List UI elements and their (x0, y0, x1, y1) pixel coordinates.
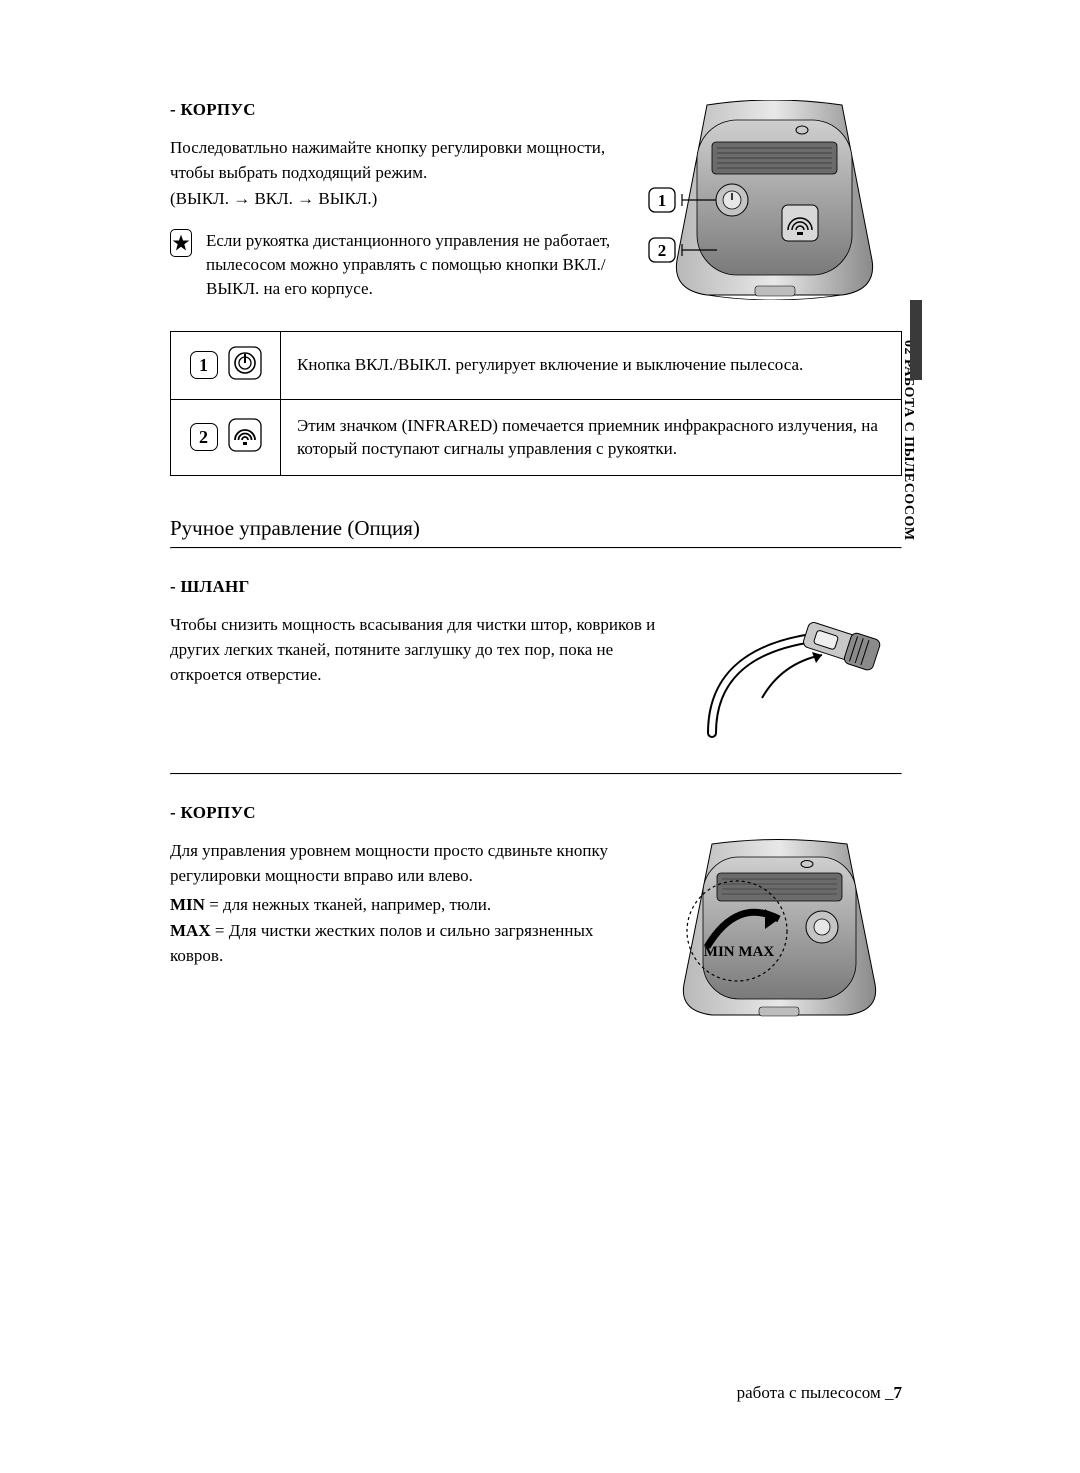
corpus2-heading: - КОРПУС (170, 803, 902, 823)
corpus-para: Последоватльно нажимайте кнопку регулиро… (170, 136, 617, 185)
rule (170, 773, 902, 775)
max-label: MAX (170, 921, 211, 940)
hose-row: Чтобы снизить мощность всасывания для чи… (170, 613, 902, 743)
fig-min: MIN (704, 944, 735, 960)
page-footer: работа с пылесосом _7 (737, 1383, 902, 1403)
min-label: MIN (170, 895, 205, 914)
controls-table: 1 Кнопка ВКЛ./ВЫКЛ. регулирует включение… (170, 331, 902, 477)
hose-heading: - ШЛАНГ (170, 577, 902, 597)
corpus2-row: Для управления уровнем мощности просто с… (170, 839, 902, 1024)
star-icon (170, 229, 192, 257)
manual-heading: Ручное управление (Опция) (170, 516, 902, 541)
corpus2-text-col: Для управления уровнем мощности просто с… (170, 839, 617, 968)
corpus-note-text: Если рукоятка дистанционного управления … (206, 229, 617, 300)
corpus2-min-line: MIN = для нежных тканей, например, тюли. (170, 893, 617, 918)
min-text: = для нежных тканей, например, тюли. (205, 895, 491, 914)
side-tab-marker (910, 300, 922, 380)
fig-min-max-label: MIN MAX (699, 944, 779, 961)
rule (170, 547, 902, 549)
page: 02 РАБОТА С ПЫЛЕСОСОМ - КОРПУС Последова… (0, 0, 1080, 1473)
table-row: 2 Этим значком (INFRARED) помечается при… (171, 399, 902, 476)
corpus-sequence: (ВЫКЛ. → ВКЛ. → ВЫКЛ.) (170, 189, 617, 209)
table-row-text-1: Кнопка ВКЛ./ВЫКЛ. регулирует включение и… (297, 355, 803, 374)
vacuum-figure-minmax: MIN MAX (637, 839, 902, 1024)
side-tab: 02 РАБОТА С ПЫЛЕСОСОМ (894, 300, 922, 580)
max-text: = Для чистки жестких полов и сильно загр… (170, 921, 593, 965)
hose-figure (692, 613, 902, 743)
corpus-section: - КОРПУС Последоватльно нажимайте кнопку… (170, 100, 902, 301)
footer-text: работа с пылесосом _ (737, 1383, 894, 1402)
svg-text:1: 1 (658, 191, 667, 210)
table-row-text-2: Этим значком (INFRARED) помечается прием… (297, 416, 878, 459)
corpus-text-col: - КОРПУС Последоватльно нажимайте кнопку… (170, 100, 617, 301)
table-cell-text-2: Этим значком (INFRARED) помечается прием… (281, 399, 902, 476)
vacuum-figure-top: 1 2 (637, 100, 902, 300)
table-row: 1 Кнопка ВКЛ./ВЫКЛ. регулирует включение… (171, 331, 902, 399)
num-badge-2: 2 (190, 423, 218, 451)
vacuum-svg-top: 1 2 (637, 100, 902, 300)
corpus-heading: - КОРПУС (170, 100, 617, 120)
table-cell-text-1: Кнопка ВКЛ./ВЫКЛ. регулирует включение и… (281, 331, 902, 399)
table-cell-icon-1: 1 (171, 331, 281, 399)
corpus-note: Если рукоятка дистанционного управления … (170, 229, 617, 300)
footer-page: 7 (894, 1383, 903, 1402)
num-badge-1: 1 (190, 351, 218, 379)
power-icon (228, 346, 262, 385)
infrared-icon (228, 418, 262, 457)
corpus2-max-line: MAX = Для чистки жестких полов и сильно … (170, 919, 617, 968)
corpus2-para: Для управления уровнем мощности просто с… (170, 839, 617, 888)
fig-max: MAX (738, 944, 774, 960)
table-cell-icon-2: 2 (171, 399, 281, 476)
svg-text:2: 2 (658, 241, 667, 260)
hose-para: Чтобы снизить мощность всасывания для чи… (170, 613, 672, 687)
corpus2-section: - КОРПУС Для управления уровнем мощности… (170, 803, 902, 1024)
hose-section: - ШЛАНГ Чтобы снизить мощность всасывани… (170, 577, 902, 743)
